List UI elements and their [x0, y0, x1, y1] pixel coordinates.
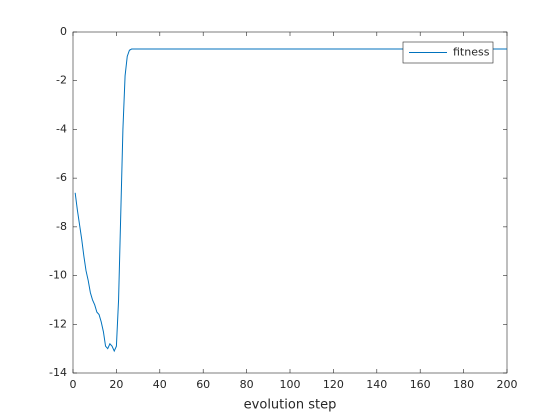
- y-tick-label: -4: [56, 122, 67, 135]
- x-tick-label: 20: [109, 378, 123, 391]
- y-tick-label: -12: [49, 317, 67, 330]
- x-tick-label: 60: [196, 378, 210, 391]
- x-tick-label: 80: [240, 378, 254, 391]
- legend-label: fitness: [453, 46, 490, 59]
- legend-box: [402, 41, 494, 64]
- x-tick-label: 100: [280, 378, 301, 391]
- y-tick-label: 0: [60, 25, 67, 38]
- x-tick-label: 180: [453, 378, 474, 391]
- y-tick-label: -10: [49, 269, 67, 282]
- plot-area: [72, 31, 508, 374]
- y-tick-label: -2: [56, 74, 67, 87]
- x-tick-label: 200: [497, 378, 518, 391]
- x-tick-label: 160: [410, 378, 431, 391]
- y-tick-label: -14: [49, 366, 67, 379]
- x-tick-label: 120: [323, 378, 344, 391]
- y-tick-label: -8: [56, 220, 67, 233]
- x-tick-label: 0: [70, 378, 77, 391]
- x-tick-label: 140: [366, 378, 387, 391]
- x-tick-label: 40: [153, 378, 167, 391]
- y-tick-label: -6: [56, 171, 67, 184]
- data-line: [74, 48, 507, 353]
- x-axis-label: evolution step: [244, 398, 337, 413]
